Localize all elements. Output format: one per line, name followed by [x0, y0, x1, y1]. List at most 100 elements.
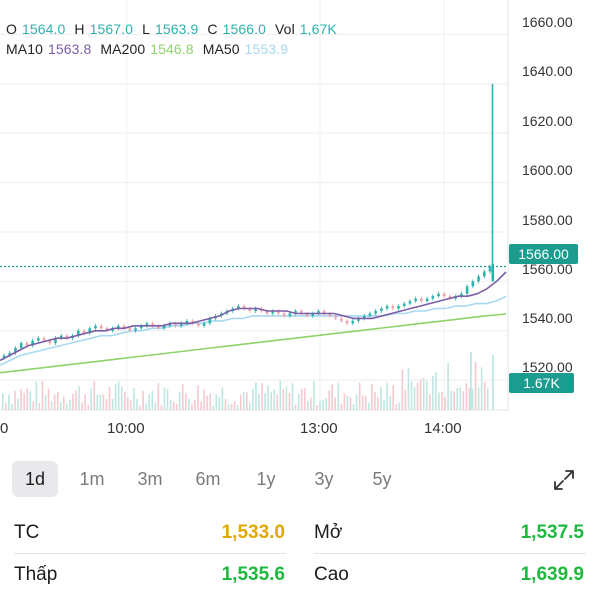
volume-bar — [447, 362, 449, 410]
range-3m-button[interactable]: 3m — [137, 469, 163, 489]
volume-bar — [303, 388, 306, 410]
candle-body — [437, 293, 440, 297]
volume-bar — [124, 391, 126, 410]
volume-bar — [130, 400, 132, 410]
range-6m-button[interactable]: 6m — [195, 469, 221, 489]
ohlc-readout: O 1564.0 H 1567.0 L 1563.9 C 1566.0 Vol 1,67K — [6, 21, 342, 37]
volume-bar — [224, 399, 227, 410]
volume-bar — [261, 382, 263, 410]
candle-body — [254, 308, 257, 311]
candle-body — [328, 313, 332, 316]
volume-bar — [230, 403, 233, 410]
candle-body — [402, 303, 406, 307]
candle-body — [265, 310, 269, 314]
volume-bar — [163, 387, 166, 410]
candle-body — [42, 338, 46, 341]
volume-bar — [56, 391, 59, 410]
candle-body — [31, 340, 34, 346]
volume-bar — [480, 367, 483, 410]
volume-bar — [267, 385, 269, 410]
candle-body — [471, 281, 475, 287]
volume-bar — [364, 395, 367, 410]
volume-bar — [78, 386, 80, 410]
volume-bar — [81, 402, 83, 410]
candle-body — [37, 338, 40, 341]
volume-bar — [297, 393, 300, 410]
price-chart[interactable] — [0, 0, 600, 455]
volume-bar — [194, 400, 196, 410]
volume-bar — [5, 402, 7, 410]
ma10-label: MA10 — [6, 41, 43, 57]
volume-badge: 1.67K — [509, 373, 574, 393]
volume-bar — [59, 402, 62, 410]
range-3y-button[interactable]: 3y — [314, 469, 334, 489]
tc-label: TC — [14, 522, 40, 543]
volume-bar — [319, 401, 321, 410]
volume-bar — [270, 391, 272, 410]
volume-bar — [389, 396, 391, 410]
volume-bar — [429, 394, 431, 410]
open-value: 1564.0 — [22, 21, 66, 37]
expand-icon[interactable] — [552, 468, 576, 492]
volume-bar — [273, 389, 276, 410]
ma50-value: 1553.9 — [244, 41, 289, 57]
candle-body — [65, 335, 69, 339]
candle-body — [420, 298, 423, 302]
volume-bar — [425, 380, 428, 410]
ma200-value: 1546.8 — [150, 41, 194, 57]
candle-body — [179, 323, 183, 326]
candle-body — [128, 328, 132, 331]
volume-bar — [96, 394, 99, 410]
volume-bar — [386, 382, 388, 410]
ma200-line — [0, 313, 507, 374]
candle-body — [491, 264, 495, 282]
range-1d-button[interactable]: 1d — [12, 461, 58, 497]
candle-body — [122, 325, 126, 329]
volume-bar — [279, 380, 282, 410]
divider — [14, 553, 286, 554]
ma50-line — [0, 295, 507, 367]
candle-body — [25, 343, 29, 346]
candle-body — [99, 325, 103, 329]
range-1m-button[interactable]: 1m — [79, 469, 105, 489]
volume-bar — [197, 385, 199, 410]
volume-bar — [23, 393, 25, 410]
range-5y-button[interactable]: 5y — [372, 469, 392, 489]
range-1y-button[interactable]: 1y — [256, 469, 276, 489]
y-tick-label: 1520.00 — [522, 359, 573, 375]
candle-body — [482, 271, 486, 277]
candle-body — [397, 306, 400, 309]
candle-body — [82, 330, 86, 334]
volume-bar — [178, 392, 181, 410]
close-label: C — [207, 21, 218, 37]
volume-bar — [483, 381, 486, 410]
volume-bar — [252, 388, 254, 410]
candle-body — [202, 323, 206, 326]
volume-bar — [218, 397, 221, 410]
x-tick-label: 10:00 — [107, 420, 145, 437]
x-tick-label: 14:00 — [424, 420, 462, 437]
volume-bar — [477, 387, 480, 410]
tc-value: 1,533.0 — [221, 522, 285, 543]
candle-body — [151, 323, 154, 326]
volume-bar — [361, 395, 364, 410]
volume-bar — [432, 375, 434, 410]
volume-bar — [294, 404, 297, 410]
high-value: 1567.0 — [89, 21, 134, 37]
volume-bar — [133, 388, 135, 410]
volume-label: Vol — [275, 21, 295, 37]
candle-body — [448, 296, 452, 299]
volume-bar — [181, 384, 184, 410]
volume-bar — [117, 381, 120, 410]
volume-bar — [438, 392, 440, 410]
volume-bar — [255, 382, 257, 410]
volume-bar — [38, 402, 41, 410]
volume-bar — [328, 390, 330, 410]
volume-bar — [395, 403, 398, 410]
volume-bar — [212, 405, 215, 410]
candle-body — [185, 320, 189, 324]
volume-bar — [99, 394, 102, 410]
candle-body — [77, 330, 80, 336]
ma-readout: MA10 1563.8 MA200 1546.8 MA50 1553.9 — [6, 41, 293, 57]
volume-bar — [334, 397, 337, 410]
